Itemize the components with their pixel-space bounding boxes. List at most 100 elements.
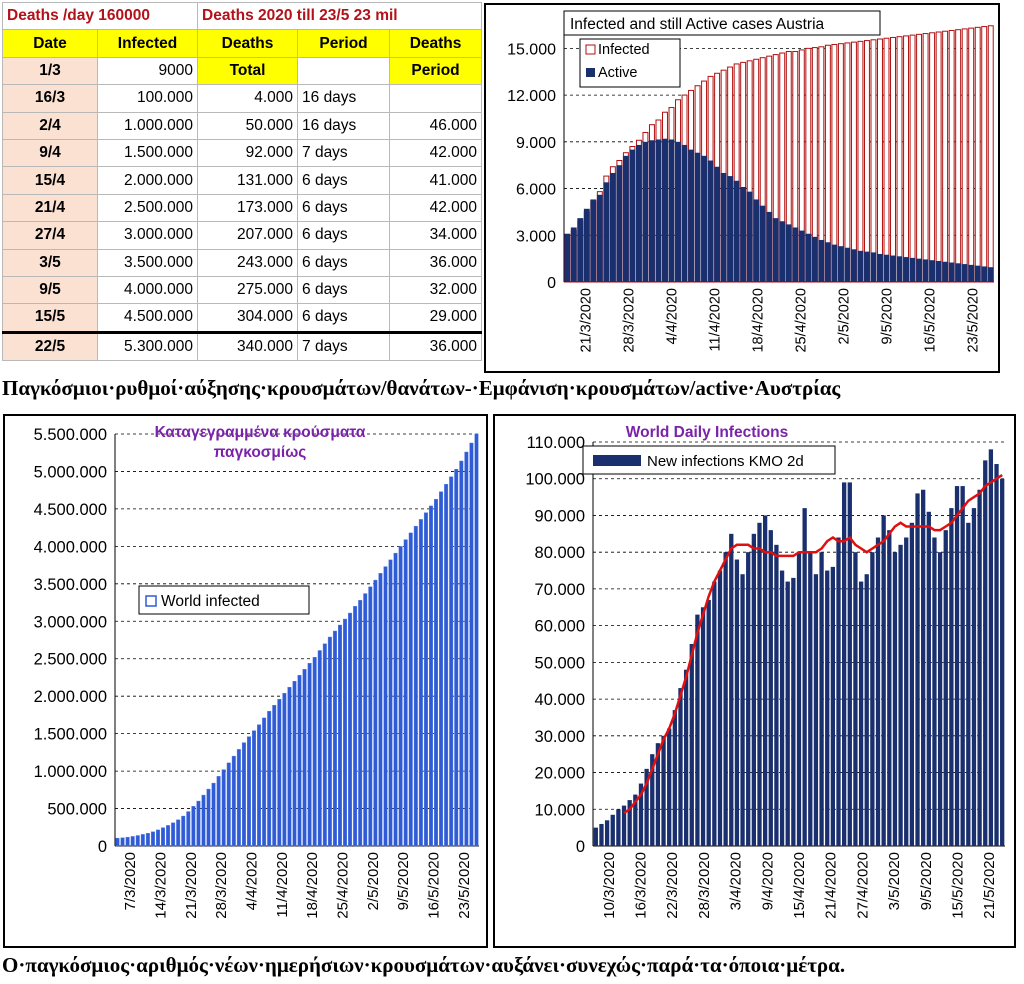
bar-active: [955, 263, 962, 282]
infected-cell: 3.000.000: [96, 221, 199, 250]
bar-active: [622, 155, 629, 282]
bar-daily-infections: [898, 544, 903, 846]
y-tick-label: 100.000: [525, 471, 585, 489]
table-row: 21/4 2.500.000 173.000 6 days 42.000: [2, 193, 483, 223]
x-tick-label: 4/4/2020: [244, 852, 261, 910]
bar-world-infected: [373, 579, 378, 847]
bar-world-infected: [307, 663, 312, 847]
bar-active: [759, 205, 766, 282]
bar-active: [779, 221, 786, 282]
bar-daily-infections: [723, 552, 728, 846]
x-tick-label: 14/3/2020: [153, 852, 170, 919]
covid-table-panel: Deaths /day 160000 Deaths 2020 till 23/5…: [0, 0, 483, 372]
bar-daily-infections: [802, 508, 807, 846]
caption-bottom: Ο·παγκόσμιος·αριθμός·νέων·ημερήσιων·κρου…: [2, 953, 846, 977]
table-row: 15/5 4.500.000 304.000 6 days 29.000: [2, 303, 483, 333]
bar-active: [818, 239, 825, 282]
legend-box: [138, 585, 310, 615]
subheader-total: Total: [197, 56, 299, 86]
x-tick-label: 11/4/2020: [274, 852, 291, 918]
bar-daily-infections: [943, 530, 948, 846]
y-tick-label: 1.500.000: [34, 726, 107, 744]
world-daily-chart-panel: 0 10.000 20.000 30.000 40.000 50.000 60.000 70.…: [493, 414, 1016, 948]
bar-world-infected: [231, 755, 236, 847]
bar-daily-infections: [785, 581, 790, 846]
period-cell: 6 days: [297, 248, 391, 277]
bar-world-infected: [302, 669, 307, 847]
bar-infected: [870, 39, 877, 283]
bar-world-infected: [358, 600, 363, 847]
table-header-row-1: Deaths /day 160000 Deaths 2020 till 23/5…: [1, 1, 483, 31]
bar-daily-infections: [791, 577, 796, 846]
deaths-cell: 243.000: [197, 248, 299, 277]
bar-active: [896, 256, 903, 282]
deaths-period-cell: 34.000: [389, 221, 483, 250]
y-tick-label: 0: [576, 838, 585, 856]
x-tick-label: 28/3/2020: [213, 852, 230, 919]
x-tick-label: 21/3/2020: [183, 852, 200, 919]
bar-active: [655, 139, 662, 282]
infected-cell: 2.500.000: [96, 193, 199, 223]
deaths-period-cell: 36.000: [389, 248, 483, 277]
bar-infected: [857, 40, 864, 283]
bar-world-infected: [474, 433, 479, 847]
period-cell: 6 days: [297, 275, 391, 305]
deaths-period-cell: [389, 84, 483, 113]
table-header-row-2: Date Infected Deaths Period Deaths: [2, 29, 483, 58]
bar-active: [694, 152, 701, 282]
bar-world-infected: [125, 836, 130, 847]
col-header-infected: Infected: [96, 29, 199, 58]
date-cell: 9/4: [2, 138, 98, 168]
x-tick-label: 9/4/2020: [759, 852, 776, 910]
bar-world-infected: [348, 612, 353, 847]
bar-active: [668, 139, 675, 282]
x-tick-label: 4/4/2020: [665, 288, 681, 344]
bar-active: [564, 233, 571, 282]
bar-active: [609, 172, 616, 282]
date-cell: 21/4: [2, 193, 98, 223]
bar-world-infected: [388, 559, 393, 847]
bar-daily-infections: [926, 511, 931, 846]
bar-infected: [929, 32, 936, 283]
bar-world-infected: [368, 586, 373, 847]
date-cell: 22/5: [2, 330, 98, 362]
deaths-period-cell: 36.000: [389, 330, 483, 362]
bar-world-infected: [282, 692, 287, 847]
bar-world-infected: [226, 762, 231, 847]
bar-daily-infections: [661, 735, 666, 846]
bar-active: [870, 252, 877, 282]
bar-active: [942, 261, 949, 282]
bar-active: [649, 140, 655, 282]
bar-world-infected: [191, 806, 196, 847]
bar-active: [864, 251, 870, 282]
title-box: [563, 10, 881, 36]
legend-swatch-world: [145, 595, 157, 607]
legend-swatch-infected: [585, 44, 596, 55]
bar-active: [929, 260, 936, 282]
x-tick-label: 10/3/2020: [601, 852, 618, 919]
col-header-deaths-period: Deaths: [389, 29, 483, 58]
deaths-period-cell: 29.000: [389, 303, 483, 333]
legend-label-infected: Infected: [598, 42, 650, 58]
bar-world-infected: [216, 776, 221, 847]
bar-active: [974, 265, 981, 282]
bar-active: [877, 253, 883, 282]
bar-active: [727, 176, 734, 282]
x-tick-label: 28/3/2020: [696, 852, 713, 919]
infected-cell: 4.000.000: [96, 275, 199, 305]
y-tick-label: 60.000: [535, 618, 585, 636]
bar-active: [890, 255, 896, 282]
chart-title: Καταγεγραμμένα κρούσματα παγκοσμίως: [155, 424, 366, 461]
bar-world-infected: [156, 829, 160, 847]
bar-daily-infections: [808, 552, 813, 846]
bar-active: [662, 138, 668, 282]
bar-daily-infections: [667, 728, 672, 846]
bar-active: [570, 227, 577, 282]
bar-world-infected: [140, 834, 145, 847]
bar-world-infected: [221, 769, 226, 847]
bar-daily-infections: [858, 581, 864, 846]
bar-world-infected: [236, 749, 241, 847]
bar-active: [948, 262, 955, 282]
y-tick-label: 2.000.000: [34, 688, 107, 706]
bar-daily-infections: [638, 783, 644, 846]
